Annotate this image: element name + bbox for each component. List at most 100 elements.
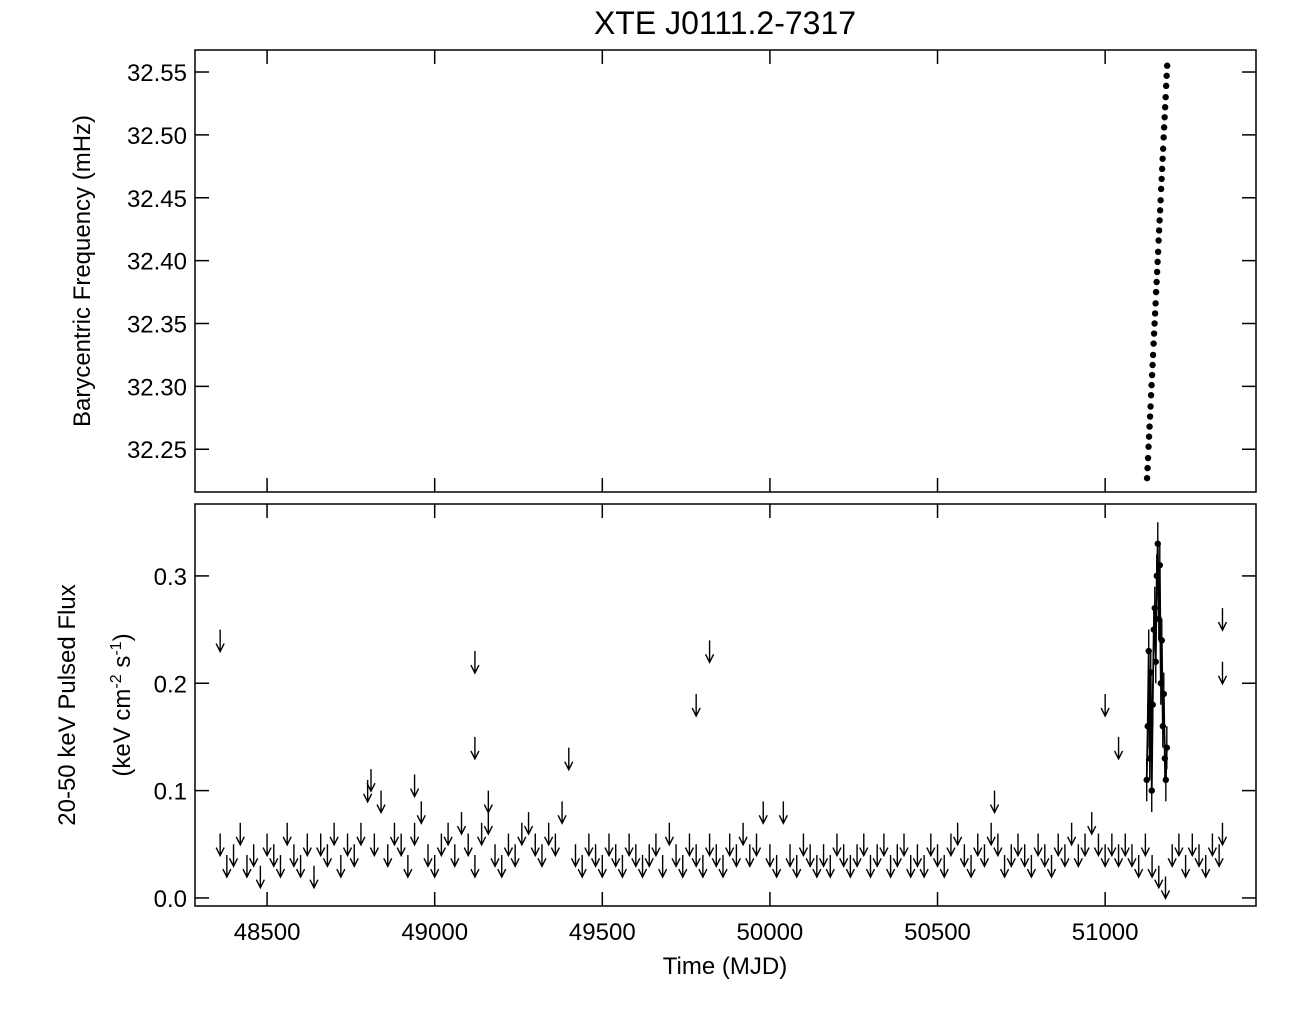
upper-limit-arrow <box>912 844 923 868</box>
upper-limit-arrow <box>859 833 869 858</box>
upper-limit-arrow <box>852 844 862 868</box>
data-point <box>1151 320 1158 327</box>
upper-limit-arrow <box>517 822 527 847</box>
upper-limit-arrow <box>872 844 882 868</box>
upper-limit-arrow <box>570 844 581 868</box>
unit-part: ) <box>109 633 136 641</box>
data-point <box>1151 310 1159 317</box>
upper-limit-arrow <box>269 844 279 868</box>
upper-limit-arrow <box>366 769 376 793</box>
upper-limit-arrow <box>792 855 802 879</box>
upper-limit-arrow <box>805 844 815 868</box>
upper-limit-arrow <box>436 833 447 858</box>
upper-limit-arrow <box>611 844 621 868</box>
upper-limit-arrow <box>812 855 822 879</box>
upper-limit-arrow <box>1040 844 1050 868</box>
data-point <box>1147 403 1154 410</box>
x-tick-label: 49500 <box>569 919 636 946</box>
upper-limit-arrow <box>228 844 239 868</box>
detection-point <box>1160 690 1168 698</box>
upper-limit-arrow <box>993 833 1003 858</box>
upper-limit-arrow <box>698 855 708 879</box>
data-point <box>1143 474 1151 482</box>
data-point <box>1149 351 1157 359</box>
upper-limit-arrow <box>1120 833 1130 858</box>
unit-exponent: -1 <box>108 641 125 655</box>
y-tick-label: 32.55 <box>127 60 187 87</box>
upper-limit-arrow <box>215 629 225 654</box>
upper-limit-arrow <box>483 790 493 815</box>
y-tick-label: 0.0 <box>154 886 187 913</box>
upper-limit-arrow <box>456 812 467 836</box>
data-point <box>1148 371 1156 379</box>
data-point <box>1158 165 1166 173</box>
unit-part: (keV cm <box>109 689 136 777</box>
data-point <box>1149 361 1156 369</box>
upper-limit-arrow <box>483 812 493 836</box>
upper-limit-arrow <box>778 801 788 825</box>
detection-point <box>1148 787 1155 794</box>
upper-limit-arrow <box>503 833 514 858</box>
upper-limit-arrow <box>322 844 333 868</box>
data-point <box>1147 391 1155 399</box>
upper-limit-arrow <box>631 844 641 868</box>
upper-limit-arrow <box>899 833 909 858</box>
upper-limit-arrow <box>1053 833 1063 858</box>
data-point <box>1156 217 1163 224</box>
upper-limit-arrow <box>785 844 795 868</box>
upper-limit-arrow <box>1060 844 1070 868</box>
upper-limit-arrow <box>1127 844 1137 868</box>
data-point <box>1162 93 1169 101</box>
upper-limit-arrow <box>450 844 460 868</box>
upper-limit-arrow <box>550 833 560 858</box>
upper-limit-arrow <box>342 833 353 858</box>
upper-limit-arrow <box>222 855 232 879</box>
y-tick-label: 0.3 <box>154 564 187 591</box>
upper-limit-arrow <box>973 833 983 858</box>
upper-limit-arrow <box>376 790 386 815</box>
upper-limit-arrow <box>577 855 587 879</box>
y-tick-label: 0.2 <box>154 671 187 698</box>
data-point <box>1150 340 1157 347</box>
upper-limit-arrow <box>537 844 547 868</box>
detection-point <box>1143 776 1150 784</box>
upper-limit-arrow <box>671 844 681 868</box>
data-point <box>1156 207 1164 214</box>
upper-limit-arrow <box>1093 833 1104 858</box>
upper-limit-arrow <box>1080 833 1090 858</box>
upper-limit-arrow <box>704 640 715 664</box>
upper-limit-arrow <box>1217 608 1228 632</box>
upper-limit-arrow <box>564 747 574 772</box>
data-point <box>1144 464 1151 472</box>
upper-limit-arrow <box>1147 855 1157 879</box>
upper-limit-arrow <box>403 855 413 879</box>
upper-limit-arrow <box>1107 833 1117 858</box>
data-point <box>1154 258 1161 266</box>
detection-point <box>1147 669 1154 676</box>
upper-limit-arrow <box>946 833 956 858</box>
data-point <box>1150 330 1158 337</box>
upper-limit-arrow <box>926 833 936 858</box>
upper-limit-arrow <box>544 822 554 847</box>
upper-limit-arrow <box>906 855 916 879</box>
upper-limit-arrow <box>1134 855 1144 879</box>
upper-limit-arrow <box>416 801 426 825</box>
data-point <box>1152 300 1159 307</box>
upper-limit-arrow <box>751 833 762 858</box>
upper-limit-arrow <box>691 693 701 718</box>
data-point <box>1145 443 1152 450</box>
data-point <box>1163 62 1171 69</box>
upper-limit-arrow <box>604 833 614 858</box>
upper-limit-arrow <box>590 844 601 868</box>
upper-limit-arrow <box>356 822 366 847</box>
data-point <box>1163 72 1170 79</box>
y-tick-label: 32.45 <box>127 186 187 213</box>
upper-limit-arrow <box>892 844 902 868</box>
upper-limit-arrow <box>235 822 245 847</box>
upper-limit-arrow <box>423 844 433 868</box>
upper-limit-arrow <box>1066 822 1077 847</box>
upper-limit-arrow <box>845 855 855 879</box>
upper-limit-arrow <box>839 844 849 868</box>
upper-limit-arrow <box>658 855 668 879</box>
